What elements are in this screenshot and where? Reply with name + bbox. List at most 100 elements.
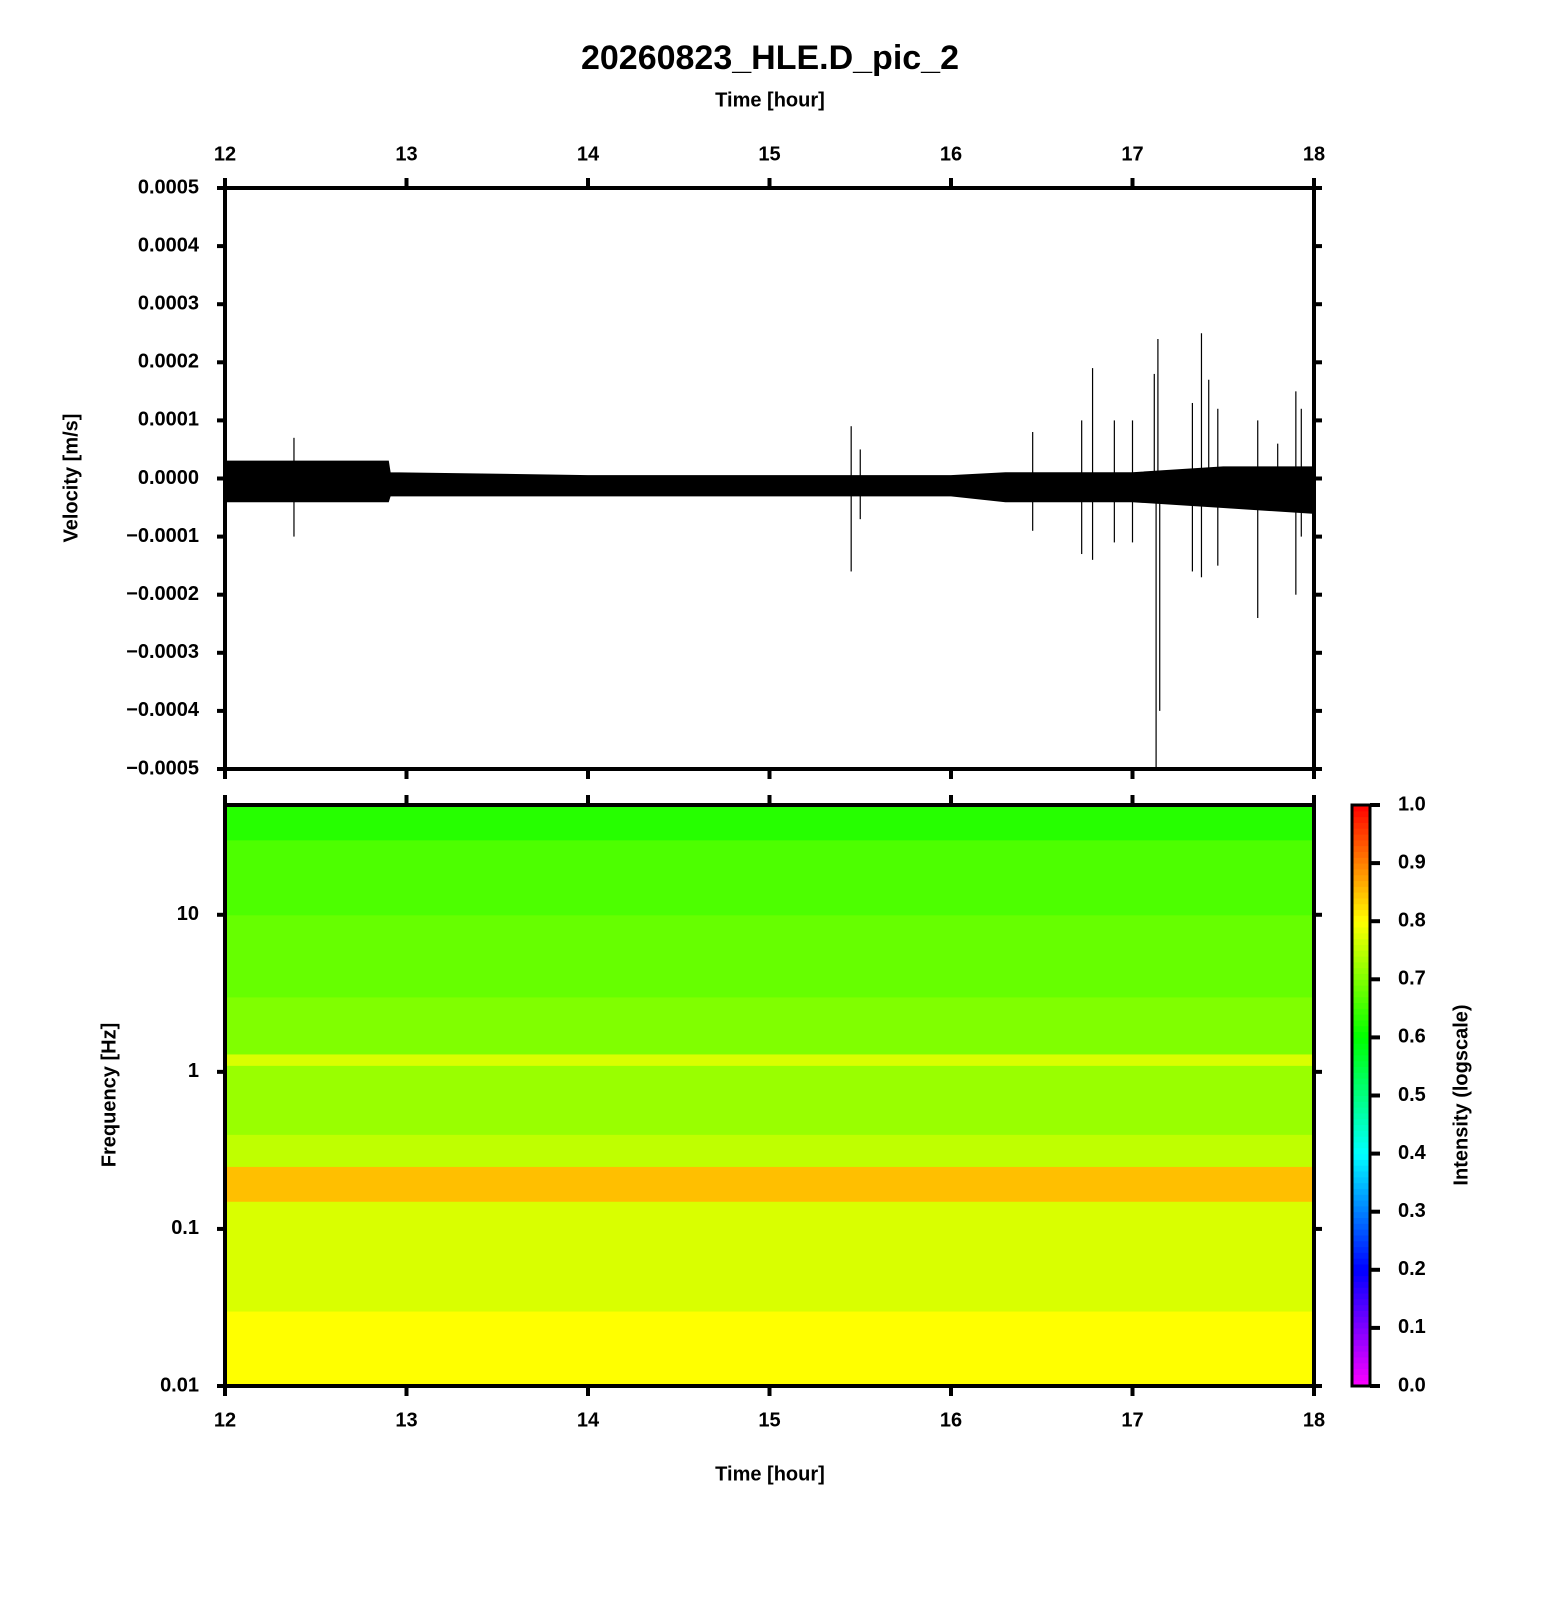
colorbar-swatch xyxy=(1352,857,1370,864)
colorbar-swatch xyxy=(1352,1374,1370,1381)
colorbar-swatch xyxy=(1352,851,1370,858)
colorbar-swatch xyxy=(1352,1037,1370,1044)
colorbar-swatch xyxy=(1352,1112,1370,1120)
x-tick-label: 16 xyxy=(940,143,962,165)
colorbar-swatch xyxy=(1352,1223,1370,1230)
colorbar-swatch xyxy=(1352,915,1370,922)
spectrogram-band xyxy=(225,996,1314,1055)
colorbar-swatch xyxy=(1352,1136,1370,1143)
y-tick-label: −0.0005 xyxy=(126,757,199,779)
colorbar-swatch xyxy=(1352,1356,1370,1364)
spectrogram-band xyxy=(225,839,1314,916)
colorbar-swatch xyxy=(1352,1147,1370,1155)
colorbar-swatch xyxy=(1352,1333,1370,1341)
x-tick-label: 14 xyxy=(577,143,600,165)
colorbar-swatch xyxy=(1352,996,1370,1004)
colorbar-swatch xyxy=(1352,1141,1370,1149)
colorbar-swatch xyxy=(1352,1002,1370,1009)
colorbar-label: Intensity (logscale) xyxy=(1450,1004,1472,1185)
colorbar-swatch xyxy=(1352,1176,1370,1184)
colorbar-swatch xyxy=(1352,1258,1370,1265)
colorbar-swatch xyxy=(1352,1194,1370,1201)
colorbar-swatch xyxy=(1352,1171,1370,1178)
colorbar-tick-label: 0.7 xyxy=(1398,968,1426,990)
colorbar-tick-label: 0.6 xyxy=(1398,1026,1426,1048)
colorbar-swatch xyxy=(1352,1322,1370,1329)
plot-frame xyxy=(223,186,1316,771)
colorbar-tick-label: 0.0 xyxy=(1398,1374,1426,1396)
colorbar-swatch xyxy=(1352,1293,1370,1300)
colorbar-swatch xyxy=(1352,1351,1370,1358)
colorbar-swatch xyxy=(1352,927,1370,934)
colorbar-swatch xyxy=(1352,956,1370,963)
colorbar-swatch xyxy=(1352,1287,1370,1294)
y-tick-label: 0.0001 xyxy=(138,409,199,431)
colorbar-tick-label: 0.4 xyxy=(1398,1142,1427,1164)
y-tick-label: 0.0003 xyxy=(138,292,199,314)
colorbar-swatch xyxy=(1352,1217,1370,1224)
colorbar-swatch xyxy=(1352,1339,1370,1346)
spectrogram-band xyxy=(225,1311,1314,1387)
colorbar-swatch xyxy=(1352,1049,1370,1056)
colorbar-swatch xyxy=(1352,967,1370,974)
colorbar-swatch xyxy=(1352,863,1370,870)
spectrogram-band xyxy=(225,1065,1314,1073)
colorbar-swatch xyxy=(1352,839,1370,847)
y-tick-label: 0.0005 xyxy=(138,176,199,198)
trace-envelope xyxy=(224,460,1315,514)
colorbar-swatch xyxy=(1352,1008,1370,1015)
x-tick-label: 13 xyxy=(395,1409,417,1431)
y-tick-label: −0.0001 xyxy=(126,525,199,547)
colorbar-swatch xyxy=(1352,961,1370,969)
colorbar-swatch xyxy=(1352,1304,1370,1311)
colorbar-swatch xyxy=(1352,1368,1370,1375)
colorbar-tick-label: 0.5 xyxy=(1398,1084,1426,1106)
colorbar-swatch xyxy=(1352,874,1370,882)
x-tick-label: 18 xyxy=(1303,1409,1325,1431)
colorbar-swatch xyxy=(1352,932,1370,940)
colorbar-swatch xyxy=(1352,938,1370,945)
x-tick-label: 17 xyxy=(1121,1409,1143,1431)
colorbar-swatch xyxy=(1352,1072,1370,1079)
colorbar-swatch xyxy=(1352,810,1370,818)
y-tick-label: 1 xyxy=(188,1060,199,1082)
spectrogram-band xyxy=(225,914,1314,998)
colorbar-swatch xyxy=(1352,1165,1370,1172)
colorbar-swatch xyxy=(1352,1188,1370,1195)
colorbar-swatch xyxy=(1352,816,1370,823)
colorbar-tick-label: 1.0 xyxy=(1398,793,1426,815)
y-axis-label: Frequency [Hz] xyxy=(98,1023,120,1167)
spectrogram-band xyxy=(225,805,1314,841)
y-tick-label: 0.0000 xyxy=(138,467,199,489)
colorbar-swatch xyxy=(1352,1066,1370,1073)
colorbar-swatch xyxy=(1352,1060,1370,1067)
colorbar-swatch xyxy=(1352,1019,1370,1027)
plot-frame xyxy=(223,803,1316,1388)
colorbar-swatch xyxy=(1352,973,1370,980)
colorbar-swatch xyxy=(1352,1298,1370,1306)
colorbar-swatch xyxy=(1352,990,1370,998)
colorbar-swatch xyxy=(1352,921,1370,928)
x-tick-label: 15 xyxy=(758,1409,780,1431)
colorbar-swatch xyxy=(1352,822,1370,829)
y-tick-label: 0.1 xyxy=(171,1217,199,1239)
colorbar-swatch xyxy=(1352,1246,1370,1253)
colorbar-swatch xyxy=(1352,1205,1370,1213)
colorbar-swatch xyxy=(1352,1281,1370,1288)
colorbar-swatch xyxy=(1352,944,1370,951)
spectrogram-band xyxy=(225,1228,1314,1312)
spectrogram-band xyxy=(225,1053,1314,1066)
colorbar-tick-label: 0.1 xyxy=(1398,1316,1426,1338)
y-tick-label: 0.01 xyxy=(160,1374,199,1396)
colorbar-swatch xyxy=(1352,1153,1370,1160)
x-tick-label: 15 xyxy=(758,143,780,165)
colorbar-swatch xyxy=(1352,1078,1370,1085)
colorbar-swatch xyxy=(1352,1159,1370,1166)
colorbar-tick-label: 0.9 xyxy=(1398,851,1426,873)
colorbar-swatch xyxy=(1352,1043,1370,1050)
colorbar-swatch xyxy=(1352,1327,1370,1335)
colorbar-swatch xyxy=(1352,1316,1370,1323)
colorbar-swatch xyxy=(1352,886,1370,893)
colorbar-swatch xyxy=(1352,1118,1370,1126)
